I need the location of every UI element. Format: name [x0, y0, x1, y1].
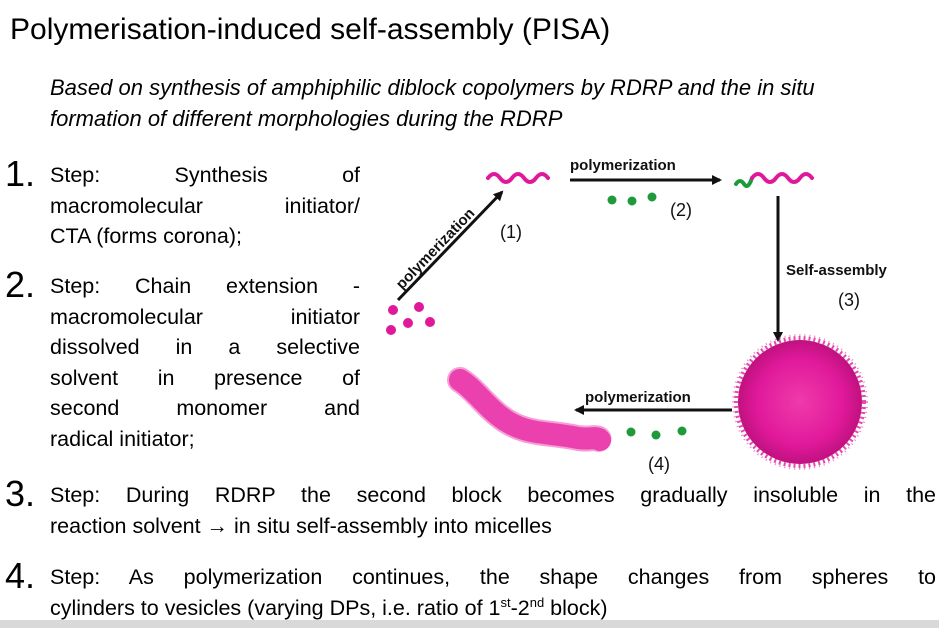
slide-subtitle: Based on synthesis of amphiphilic dibloc… [50, 75, 815, 131]
label-polymerization-top: polymerization [570, 157, 676, 174]
step-line: reaction solvent → in situ self-assembly… [50, 513, 552, 538]
monomer-dots-green-top [607, 192, 657, 206]
pisa-scheme-diagram: polymerization (1) polymerization (2) Se… [386, 157, 888, 474]
label-polymerization-diagonal: polymerization [393, 205, 479, 293]
label-step-2: (2) [670, 200, 692, 220]
step-number: 2. [5, 264, 36, 305]
step-line: Step: Chain extension - [50, 274, 360, 298]
step-line-part: block) [544, 595, 608, 620]
step-line: solvent in presence of [50, 365, 360, 390]
label-self-assembly: Self-assembly [786, 262, 888, 279]
step-number: 4. [5, 555, 36, 596]
step-line: second monomer and [50, 396, 360, 420]
step-line: CTA (forms corona); [50, 224, 242, 248]
label-step-4: (4) [648, 454, 670, 474]
spherical-micelle [732, 334, 868, 470]
label-step-1: (1) [500, 222, 522, 242]
step-line: cylinders to vesicles (varying DPs, i.e.… [50, 593, 936, 624]
macroinitiator-chain [486, 172, 550, 184]
step-text: Step: As polymerization continues, the s… [50, 562, 936, 623]
diblock-chain-green [734, 176, 754, 188]
step-line: radical initiator; [50, 426, 195, 451]
step-line: Step: As polymerization continues, the s… [50, 565, 936, 589]
arrow-polymerization-1 [396, 190, 504, 302]
step-line: macromolecular initiator [50, 304, 360, 329]
step-line: macromolecular initiator/ [50, 193, 360, 218]
superscript: st [500, 594, 511, 610]
step-text: Step: During RDRP the second block becom… [50, 480, 936, 541]
step-line-part: -2 [510, 595, 530, 620]
step-line: Step: Synthesis of [50, 163, 360, 187]
step-line: Step: During RDRP the second block becom… [50, 483, 936, 507]
step-number: 1. [5, 153, 36, 194]
diblock-chain-magenta [750, 172, 814, 184]
footer-bar [0, 620, 939, 628]
step-number: 3. [5, 473, 36, 514]
monomer-dots-magenta [386, 302, 435, 335]
step-line-part: cylinders to vesicles (varying DPs, i.e.… [50, 595, 501, 620]
label-polymerization-bottom: polymerization [585, 389, 691, 406]
superscript: nd [529, 594, 545, 610]
step-text: Step: Chain extension - macromolecular i… [50, 271, 360, 454]
slide-title: Polymerisation-induced self-assembly (PI… [10, 13, 611, 46]
label-step-3: (3) [838, 290, 860, 310]
step-text: Step: Synthesis of macromolecular initia… [50, 160, 360, 252]
cylindrical-micelle-fringe [447, 367, 613, 453]
step-line: dissolved in a selective [50, 335, 360, 359]
monomer-dots-green-bottom [626, 426, 687, 440]
